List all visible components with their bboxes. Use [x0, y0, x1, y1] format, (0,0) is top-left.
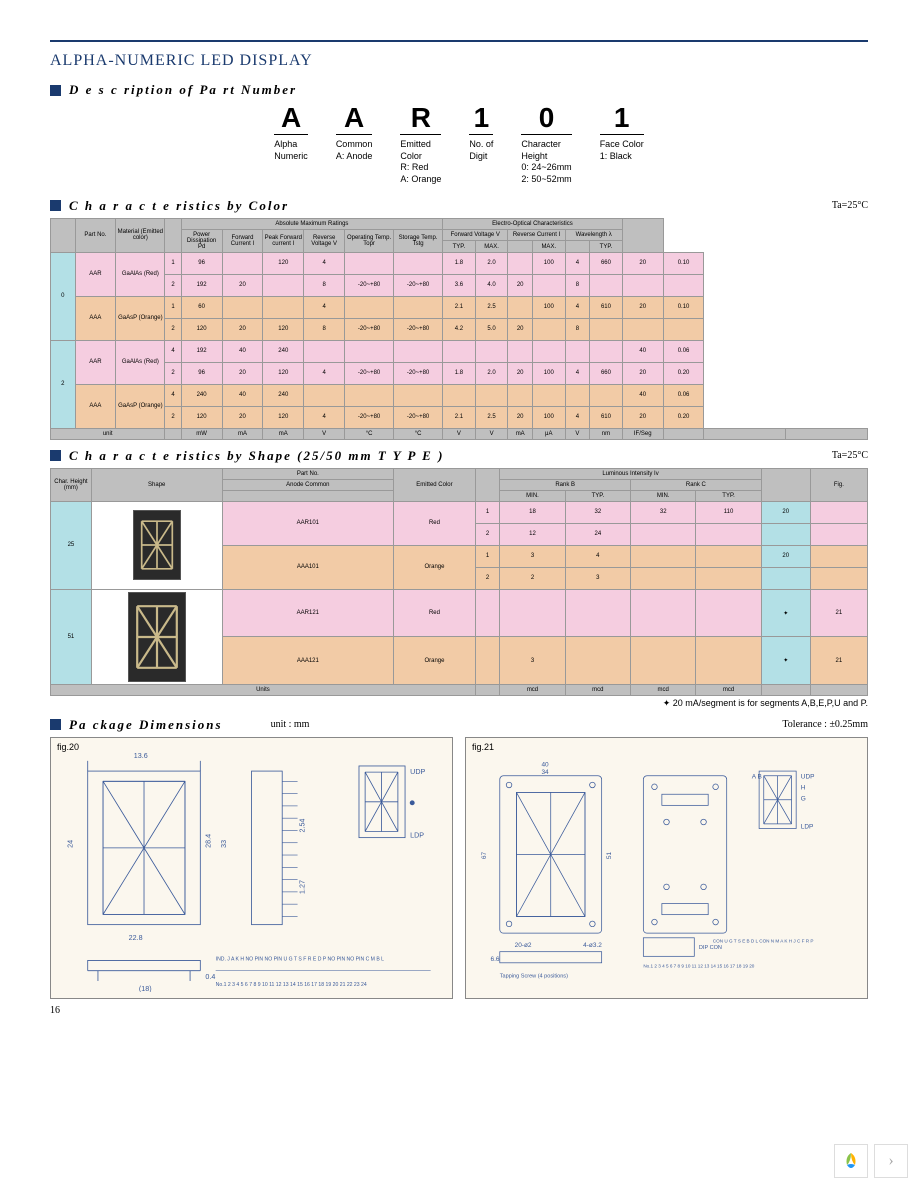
pn-col: A Common A: Anode: [336, 102, 373, 186]
pn-letter: 1: [469, 102, 493, 135]
part-number-diagram: A Alpha Numeric A Common A: Anode R Emitted C…: [50, 102, 868, 186]
unit-note: unit : mm: [271, 719, 310, 730]
svg-text:Tapping Screw (4 positions): Tapping Screw (4 positions): [500, 973, 568, 979]
viewer-logo-button[interactable]: [834, 1144, 868, 1178]
bullet-icon: [50, 719, 61, 730]
svg-text:UDP: UDP: [801, 773, 815, 780]
svg-text:DIP CON: DIP CON: [699, 945, 722, 951]
leaf-icon: [841, 1151, 861, 1171]
pn-letter: A: [274, 102, 308, 135]
svg-text:1.27: 1.27: [299, 880, 307, 894]
led-chip-image: [133, 510, 181, 580]
svg-text:No.1 2 3 4 5 6 7 8 9 10 11 12: No.1 2 3 4 5 6 7 8 9 10 11 12 13 14 15 1…: [643, 963, 754, 968]
svg-text:51: 51: [606, 851, 613, 859]
fig20-label: fig.20: [57, 742, 79, 752]
pn-letter: 0: [521, 102, 571, 135]
page-title: ALPHA-NUMERIC LED DISPLAY: [50, 52, 868, 70]
svg-text:IND. J A K H NO PIN NO PIN U G: IND. J A K H NO PIN NO PIN U G T S F R E…: [216, 956, 385, 962]
shape-table: Char. Height (mm)ShapePart No.Emitted Co…: [50, 468, 868, 696]
pn-letter: 1: [600, 102, 644, 135]
pn-letter: A: [336, 102, 373, 135]
svg-text:6.6: 6.6: [491, 956, 500, 963]
section-part-number: D e s c ription of Pa rt Number: [50, 82, 868, 98]
top-rule: [50, 40, 868, 42]
pn-label: Character Height 0: 24~26mm 2: 50~52mm: [521, 139, 571, 186]
sec-title-desc: D e s c ription of Pa rt Number: [69, 82, 297, 98]
svg-text:LDP: LDP: [410, 831, 424, 839]
pn-col: A Alpha Numeric: [274, 102, 308, 186]
sec-title-pkg: Pa ckage Dimensions: [69, 717, 223, 733]
svg-text:34: 34: [541, 769, 549, 776]
bullet-icon: [50, 450, 61, 461]
svg-text:2.54: 2.54: [299, 818, 307, 832]
fig20: fig.20: [50, 737, 453, 1000]
svg-text:CON U G T S E B D L CON N M A: CON U G T S E B D L CON N M A K H J C F …: [713, 938, 814, 943]
chevron-right-icon: ›: [888, 1152, 893, 1170]
svg-text:4-ø3.2: 4-ø3.2: [583, 942, 602, 949]
section-shape: C h a r a c t e ristics by Shape (25/50 …: [50, 448, 868, 464]
sec-title-shape: C h a r a c t e ristics by Shape (25/50 …: [69, 448, 444, 464]
led-chip-image: [128, 592, 186, 682]
sec-title-color: C h a r a c t e ristics by Color: [69, 198, 289, 214]
bullet-icon: [50, 85, 61, 96]
pn-col: 1 No. of Digit: [469, 102, 493, 186]
pn-col: 1 Face Color 1: Black: [600, 102, 644, 186]
page-number: 16: [50, 1005, 868, 1016]
pn-label: No. of Digit: [469, 139, 493, 162]
fig20-drawing: 13.6 28.4 33 22.8 24: [57, 744, 446, 993]
svg-text:40: 40: [541, 761, 549, 768]
section-color: C h a r a c t e ristics by Color Ta=25°C: [50, 198, 868, 214]
bullet-icon: [50, 200, 61, 211]
svg-text:33: 33: [220, 840, 228, 848]
svg-text:No.1 2 3 4 5 6 7 8 9 10 11 12: No.1 2 3 4 5 6 7 8 9 10 11 12 13 14 15 1…: [216, 982, 367, 988]
svg-text:H: H: [801, 784, 806, 791]
svg-text:(18): (18): [139, 985, 152, 992]
svg-text:A B: A B: [752, 773, 762, 780]
svg-text:0.4: 0.4: [205, 973, 215, 981]
svg-text:22.8: 22.8: [129, 934, 143, 942]
svg-text:67: 67: [481, 851, 488, 859]
svg-text:20-ø2: 20-ø2: [515, 942, 532, 949]
fig21: fig.21 4034 67 51: [465, 737, 868, 1000]
svg-text:LDP: LDP: [801, 823, 814, 830]
pn-label: Common A: Anode: [336, 139, 373, 162]
pn-label: Emitted Color R: Red A: Orange: [400, 139, 441, 186]
svg-text:24: 24: [66, 840, 74, 848]
pn-col: R Emitted Color R: Red A: Orange: [400, 102, 441, 186]
package-figures: fig.20: [50, 737, 868, 1000]
pn-col: 0 Character Height 0: 24~26mm 2: 50~52mm: [521, 102, 571, 186]
svg-text:G: G: [801, 795, 806, 802]
shape-footnote: ✦ 20 mA/segment is for segments A,B,E,P,…: [50, 698, 868, 709]
ta-note: Ta=25°C: [832, 200, 868, 211]
fig21-label: fig.21: [472, 742, 494, 752]
pn-label: Alpha Numeric: [274, 139, 308, 162]
next-page-button[interactable]: ›: [874, 1144, 908, 1178]
ta-note: Ta=25°C: [832, 450, 868, 461]
svg-text:28.4: 28.4: [205, 834, 213, 848]
section-pkg: Pa ckage Dimensions unit : mm Tolerance …: [50, 717, 868, 733]
color-table: Part No.Material (Emitted color)Absolute…: [50, 218, 868, 440]
svg-text:13.6: 13.6: [134, 752, 148, 760]
fig21-drawing: 4034 67 51 20-ø2 4-ø3.2: [472, 744, 861, 993]
svg-text:UDP: UDP: [410, 768, 425, 776]
tol-note: Tolerance : ±0.25mm: [782, 719, 868, 730]
pn-label: Face Color 1: Black: [600, 139, 644, 162]
pn-letter: R: [400, 102, 441, 135]
